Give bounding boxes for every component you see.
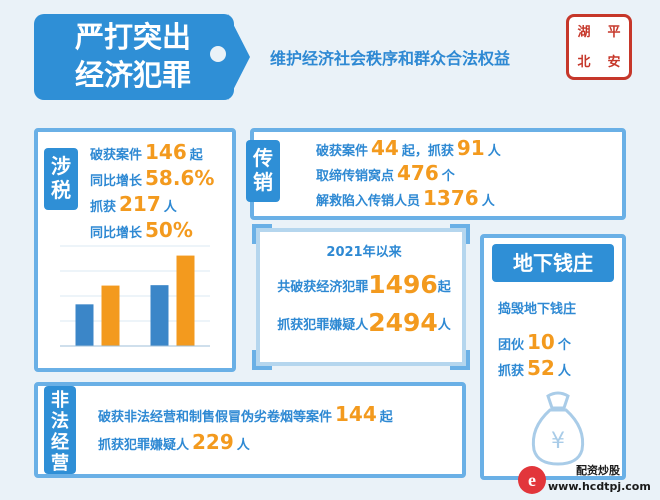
page-title-line-2: 经济犯罪 (74, 58, 191, 92)
illegal-business-stats: 破获非法经营和制售假冒伪劣卷烟等案件 144 起 抓获犯罪嫌疑人 229 人 (98, 402, 393, 458)
seal-char: 北 (577, 54, 591, 70)
illegal-business-panel (34, 382, 466, 478)
tax-label: 涉税 (44, 148, 78, 210)
seal-char: 平 (607, 24, 621, 40)
underground-bank-title: 地下钱庄 (492, 244, 614, 282)
underground-bank-gangs: 团伙 10 个 (498, 330, 571, 354)
chart-bar (176, 255, 195, 346)
seal-char: 湖 (577, 24, 591, 40)
illegal-business-suspects: 抓获犯罪嫌疑人 229 人 (98, 430, 250, 454)
page-title: 严打突出 经济犯罪 (48, 18, 218, 94)
mlm-rescued: 解救陷入传销人员 1376 人 (316, 186, 495, 210)
illegal-business-label: 非法经营 (44, 386, 76, 474)
tax-arrests-yoy: 同比增长 50% (90, 218, 193, 242)
page-subtitle: 维护经济社会秩序和群众合法权益 (270, 49, 511, 68)
watermark: e 配资炒股 www.hcdtpj.com (518, 460, 660, 500)
mlm-label: 传销 (246, 140, 280, 202)
tax-cases-yoy: 同比增长 58.6% (90, 166, 215, 190)
tax-stats: 破获案件 146 起 同比增长 58.6% 抓获 217 人 同比增长 50% (90, 140, 217, 244)
header-tag (34, 14, 234, 100)
summary-suspects: 抓获犯罪嫌疑人2494人 (277, 308, 451, 337)
watermark-url: www.hcdtpj.com (548, 480, 651, 493)
chart-bar (101, 285, 120, 346)
header-tag-arrow (228, 14, 250, 100)
tax-cases: 破获案件 146 起 (90, 140, 203, 164)
header-tag-hole (210, 46, 226, 62)
mlm-cases: 破获案件 44 起，抓获 91 人 (316, 136, 501, 160)
chart-bar (75, 304, 94, 346)
summary-period: 2021年以来 (326, 245, 402, 260)
watermark-logo-icon: e (518, 466, 546, 494)
mlm-dens: 取缔传销窝点 476 个 (316, 161, 455, 185)
underground-bank-arrests: 抓获 52 人 (498, 356, 571, 380)
tax-bar-chart (60, 245, 210, 347)
summary-text: 2021年以来 共破获经济犯罪1496起 抓获犯罪嫌疑人2494人 (268, 240, 460, 342)
money-bag-icon: ¥ (531, 391, 585, 466)
watermark-name: 配资炒股 (576, 464, 620, 477)
seal-stamp: 湖 平 北 安 (566, 14, 632, 80)
mlm-panel (250, 128, 626, 220)
summary-box (252, 224, 470, 370)
svg-text:¥: ¥ (551, 429, 565, 454)
chart-bar (150, 285, 169, 346)
underground-bank-sub: 捣毁地下钱庄 (498, 302, 577, 317)
page-title-line-1: 严打突出 (74, 20, 191, 54)
mlm-stats: 破获案件 44 起，抓获 91 人 取缔传销窝点 476 个 解救陷入传销人员 1376 人 (316, 136, 501, 211)
seal-char: 安 (607, 54, 621, 70)
summary-cases: 共破获经济犯罪1496起 (277, 270, 451, 299)
illegal-business-cases: 破获非法经营和制售假冒伪劣卷烟等案件 144 起 (98, 402, 393, 426)
tax-arrests: 抓获 217 人 (90, 192, 177, 216)
